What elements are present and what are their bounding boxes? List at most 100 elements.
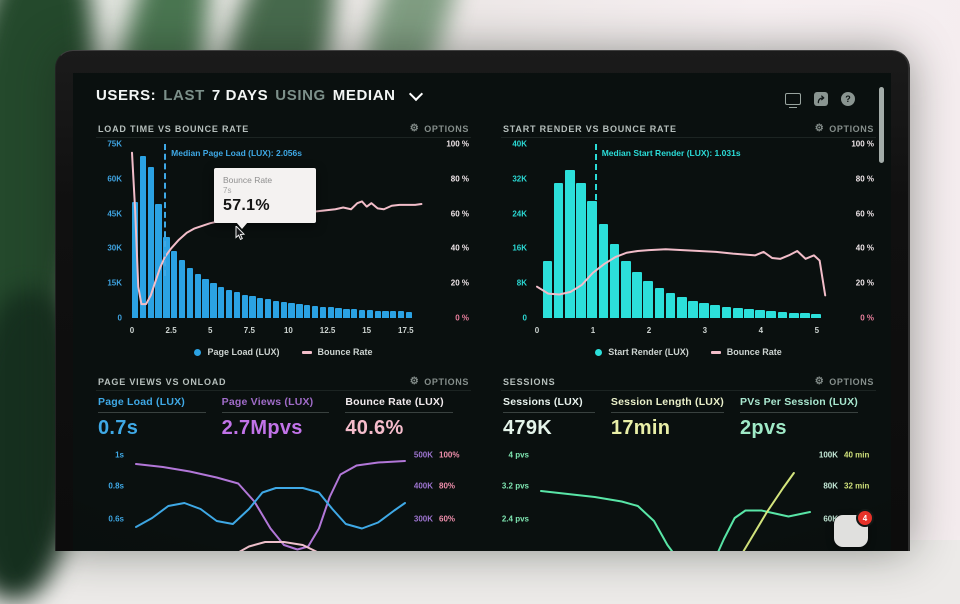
stat-label: PVs Per Session (LUX) (740, 396, 858, 408)
histogram-bar (147, 167, 154, 318)
histogram-bar (665, 292, 676, 318)
load-time-chart[interactable]: 75K 60K 45K 30K 15K 0 100 % 80 % 60 % 40 % 20 % 0 … (96, 140, 471, 340)
stat-label: Session Length (LUX) (610, 396, 724, 408)
tooltip-value: 57.1% (223, 197, 270, 214)
scrollbar[interactable] (879, 87, 884, 163)
histogram-bar (643, 281, 653, 318)
bounce-rate-line (537, 249, 825, 295)
y-tick-label: 32K (512, 174, 527, 184)
histogram-bar (280, 302, 287, 318)
help-icon[interactable]: ? (841, 92, 855, 106)
options-label: OPTIONS (829, 377, 874, 387)
legend-item[interactable]: Start Render (LUX) (595, 347, 689, 357)
histogram-bar (632, 272, 642, 318)
chat-widget-button[interactable]: 4 (834, 509, 874, 547)
stat-value: 17min (610, 417, 671, 439)
histogram-bar (225, 290, 233, 318)
legend-label: Bounce Rate (726, 347, 782, 357)
legend-dot-icon (194, 348, 202, 356)
legend-item[interactable]: Bounce Rate (301, 347, 373, 357)
title-7days: 7 DAYS (211, 87, 269, 104)
y-tick-label: 0 % (455, 313, 469, 323)
plot[interactable]: Median Start Render (LUX): 1.031s (537, 144, 828, 318)
histogram-bar (744, 309, 754, 318)
plot[interactable] (541, 446, 810, 551)
stat-value: 2pvs (740, 417, 787, 439)
histogram-bar (358, 309, 366, 318)
x-tick-label: 0 (534, 326, 540, 335)
page-views-chart[interactable]: 1s 0.8s 0.6s 500K 100% 400K 80% 300K 60% (96, 446, 471, 551)
display-icon[interactable] (785, 93, 801, 108)
y-axis-right: 100 % 80 % 60 % 40 % 20 % 0 % (832, 140, 876, 323)
y-tick-label: 1s (115, 450, 124, 460)
options-label: OPTIONS (829, 124, 874, 134)
pvs-per-session-line (541, 491, 810, 551)
stat-underline (345, 412, 454, 413)
stat-column: Sessions (LUX) 479K (503, 396, 611, 440)
histogram-bar (788, 312, 799, 318)
stat-column: Session Length (LUX) 17min (610, 396, 740, 440)
histogram-bar (390, 311, 397, 318)
histogram-bar (564, 170, 575, 318)
options-label: OPTIONS (424, 124, 469, 134)
y-tick-label: 4 pvs (508, 450, 529, 460)
x-tick-label: 10 (283, 326, 293, 335)
stat-underline (610, 412, 724, 413)
histogram-bar (587, 200, 598, 318)
histogram-bar (688, 300, 698, 318)
right-axis-v: 100% (439, 450, 460, 460)
plot[interactable]: Median Page Load (LUX): 2.056s (132, 144, 423, 318)
y-axis-left: 40K 32K 24K 16K 8K 0 (501, 140, 531, 323)
right-axis-k: 60K (823, 514, 838, 524)
y-tick-label: 60 % (855, 209, 874, 219)
histogram-bar (202, 278, 209, 318)
legend-dot-icon (595, 348, 603, 356)
legend-label: Bounce Rate (317, 347, 373, 357)
start-render-chart[interactable]: 40K 32K 24K 16K 8K 0 100 % 80 % 60 % 40 % 20 % 0 %… (501, 140, 876, 340)
histogram-bar (327, 307, 334, 318)
legend-label: Start Render (LUX) (608, 347, 689, 357)
sessions-chart[interactable]: 4 pvs 3.2 pvs 2.4 pvs 100K 40 min 80K 32 min 6… (501, 446, 876, 551)
plot[interactable] (136, 446, 405, 551)
histogram-bar (178, 260, 186, 318)
right-axis-k: 300K (413, 514, 433, 524)
histogram-bar (186, 268, 194, 318)
histogram-bar (800, 313, 810, 318)
histogram-bar (249, 296, 256, 318)
x-tick-label: 0 (129, 326, 135, 335)
options-button[interactable]: ⚙ OPTIONS (815, 124, 874, 135)
histogram-bar (194, 273, 201, 318)
y-tick-label: 20 % (450, 278, 469, 288)
right-axis-v: 80% (439, 481, 456, 491)
y-tick-label: 15K (107, 278, 122, 288)
stat-column: Bounce Rate (LUX) 40.6% (345, 396, 469, 440)
histogram-bar (319, 306, 327, 318)
y-axis-left: 1s 0.8s 0.6s (96, 446, 130, 551)
y-tick-label: 0.8s (108, 481, 124, 491)
y-tick-label: 80 % (855, 174, 874, 184)
histogram-bar (576, 183, 586, 318)
gear-icon: ⚙ (409, 376, 420, 387)
panel-load-time: LOAD TIME VS BOUNCE RATE ⚙ OPTIONS 75K 60… (96, 121, 471, 373)
share-icon[interactable] (814, 92, 828, 106)
right-axis-v: 60% (439, 514, 456, 524)
y-tick-label: 80K 32 min (812, 482, 869, 491)
options-button[interactable]: ⚙ OPTIONS (410, 124, 469, 135)
options-button[interactable]: ⚙ OPTIONS (409, 376, 469, 388)
legend-item[interactable]: Page Load (LUX) (194, 347, 280, 357)
y-tick-label: 0 % (860, 313, 874, 323)
legend-item[interactable]: Bounce Rate (710, 347, 782, 357)
users-period-dropdown[interactable]: USERS: LAST 7 DAYS USING MEDIAN (96, 86, 423, 104)
legend-dash-icon (301, 350, 312, 354)
stat-label: Page Views (LUX) (221, 396, 314, 408)
options-button[interactable]: ⚙ OPTIONS (815, 377, 874, 388)
y-tick-label: 0 (117, 313, 122, 323)
median-label: Median Start Render (LUX): 1.031s (601, 148, 741, 158)
y-tick-label: 100 % (851, 139, 874, 149)
x-tick-label: 4 (758, 326, 764, 335)
legend: Page Load (LUX) Bounce Rate (96, 347, 471, 357)
stat-underline (98, 412, 206, 413)
histogram-bar (542, 261, 553, 318)
histogram-bar (777, 311, 788, 318)
y-axis-right: 100 % 80 % 60 % 40 % 20 % 0 % (427, 140, 471, 323)
